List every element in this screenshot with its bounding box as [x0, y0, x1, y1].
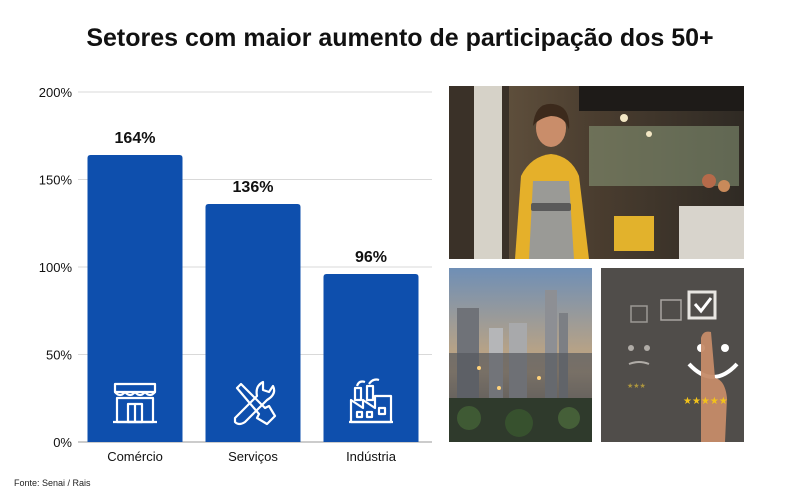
bar — [323, 274, 419, 442]
chart-title: Setores com maior aumento de participaçã… — [86, 24, 714, 52]
source-note: Fonte: Senai / Rais — [14, 478, 91, 488]
data-label: 136% — [233, 179, 274, 196]
y-tick-label: 50% — [46, 348, 72, 363]
svg-text:★★★: ★★★ — [627, 382, 646, 390]
bar-chart: 0% 50% 100% 150% 200% 164% Comércio 136% Serviço… — [39, 85, 432, 464]
waitress-photo — [449, 86, 744, 259]
bar — [205, 204, 301, 442]
wrench-screwdriver-icon — [233, 380, 277, 426]
y-tick-label: 200% — [39, 85, 73, 100]
storefront-icon — [113, 382, 157, 424]
svg-text:★★★★★: ★★★★★ — [683, 396, 728, 407]
x-tick-label: Serviços — [228, 449, 278, 464]
bar — [87, 155, 183, 442]
x-tick-label: Comércio — [107, 449, 163, 464]
y-tick-label: 100% — [39, 260, 73, 275]
data-label: 164% — [115, 130, 156, 147]
factory-icon — [349, 378, 393, 424]
factory-photo — [449, 268, 592, 442]
y-tick-label: 0% — [53, 435, 72, 450]
x-tick-label: Indústria — [346, 449, 397, 464]
data-label: 96% — [355, 249, 387, 266]
y-tick-label: 150% — [39, 173, 73, 188]
rating-photo: ★★★★★ ★★★ — [601, 268, 744, 442]
